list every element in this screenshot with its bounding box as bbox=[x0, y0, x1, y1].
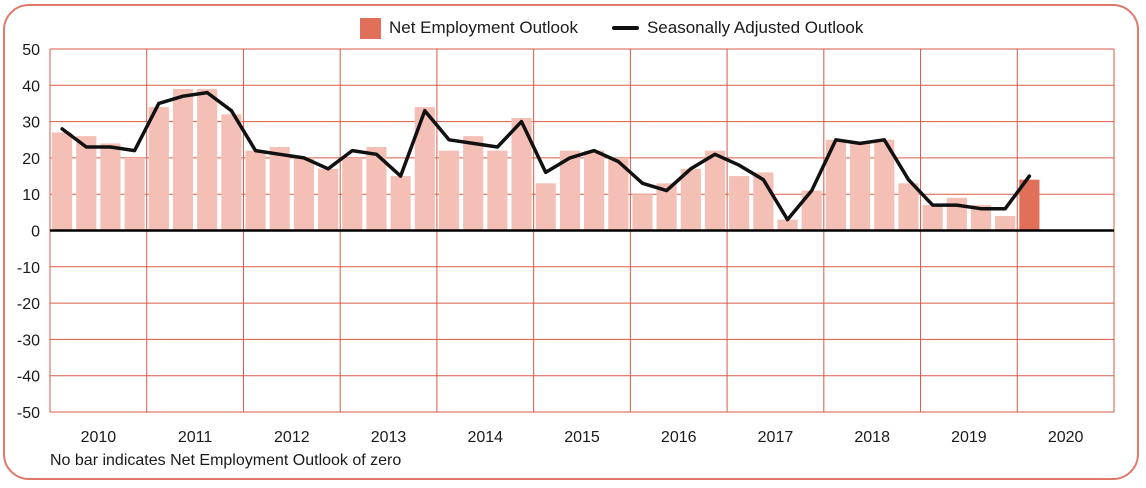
bar bbox=[511, 117, 532, 231]
bar bbox=[221, 114, 242, 231]
bar bbox=[390, 176, 411, 231]
bar bbox=[801, 190, 822, 231]
bar bbox=[850, 143, 871, 231]
bar bbox=[124, 157, 145, 231]
bar bbox=[777, 219, 798, 231]
bar bbox=[438, 150, 460, 231]
y-tick-label: 30 bbox=[22, 115, 40, 132]
bar bbox=[584, 150, 605, 231]
bar bbox=[318, 168, 339, 231]
bar bbox=[245, 150, 266, 231]
y-tick-label: -30 bbox=[17, 332, 40, 349]
x-tick-label: 2012 bbox=[274, 429, 310, 446]
bar bbox=[704, 150, 726, 231]
bar bbox=[76, 136, 97, 231]
legend-label-net-employment: Net Employment Outlook bbox=[389, 18, 578, 37]
x-tick-label: 2016 bbox=[661, 429, 697, 446]
y-tick-label: -10 bbox=[17, 260, 40, 277]
legend-item-seasonally-adjusted: Seasonally Adjusted Outlook bbox=[611, 18, 864, 38]
bar bbox=[535, 183, 556, 231]
bar bbox=[52, 132, 73, 231]
bar bbox=[559, 150, 580, 231]
y-tick-label: 10 bbox=[22, 187, 40, 204]
y-tick-label: -20 bbox=[17, 296, 40, 313]
bar bbox=[680, 168, 701, 231]
bar bbox=[487, 150, 508, 231]
x-tick-label: 2020 bbox=[1048, 429, 1084, 446]
bar bbox=[656, 183, 677, 231]
y-tick-label: 50 bbox=[22, 42, 40, 59]
bar bbox=[148, 107, 169, 231]
y-tick-label: 40 bbox=[22, 78, 40, 95]
legend-swatch-bar bbox=[360, 17, 381, 39]
bar bbox=[366, 147, 387, 231]
bar bbox=[100, 143, 121, 231]
bar bbox=[946, 197, 967, 231]
bar bbox=[970, 205, 992, 231]
bar bbox=[1019, 179, 1040, 231]
bar bbox=[197, 88, 218, 231]
x-tick-label: 2013 bbox=[371, 429, 407, 446]
chart-frame bbox=[3, 4, 1139, 480]
bar bbox=[922, 205, 943, 231]
series-line-seasonally-adjusted bbox=[60, 90, 1032, 222]
bar bbox=[269, 147, 290, 231]
bar bbox=[898, 183, 919, 231]
bar bbox=[293, 157, 314, 231]
y-tick-label: 20 bbox=[22, 151, 40, 168]
x-tick-label: 2015 bbox=[564, 429, 600, 446]
bar bbox=[342, 157, 363, 231]
x-tick-label: 2019 bbox=[951, 429, 987, 446]
x-tick-label: 2010 bbox=[81, 429, 117, 446]
bar bbox=[632, 194, 653, 231]
chart-footnote: No bar indicates Net Employment Outlook … bbox=[50, 452, 402, 469]
bar bbox=[608, 157, 629, 231]
bar bbox=[874, 139, 895, 231]
bar bbox=[825, 139, 846, 231]
legend-label-seasonally-adjusted: Seasonally Adjusted Outlook bbox=[646, 18, 864, 37]
bar bbox=[414, 107, 435, 231]
bar bbox=[729, 176, 750, 231]
x-tick-label: 2014 bbox=[467, 429, 503, 446]
x-tick-label: 2017 bbox=[758, 429, 794, 446]
y-tick-label: 0 bbox=[31, 224, 40, 241]
bar bbox=[995, 215, 1016, 231]
x-tick-label: 2018 bbox=[854, 429, 890, 446]
y-tick-label: -40 bbox=[17, 369, 40, 386]
bar bbox=[172, 88, 194, 231]
y-tick-label: -50 bbox=[17, 405, 40, 422]
legend-item-net-employment: Net Employment Outlook bbox=[360, 17, 578, 39]
legend-swatch-line bbox=[611, 26, 639, 30]
x-tick-label: 2011 bbox=[178, 429, 213, 446]
chart-legend: Net Employment Outlook Seasonally Adjust… bbox=[360, 17, 897, 39]
bar bbox=[463, 136, 484, 231]
